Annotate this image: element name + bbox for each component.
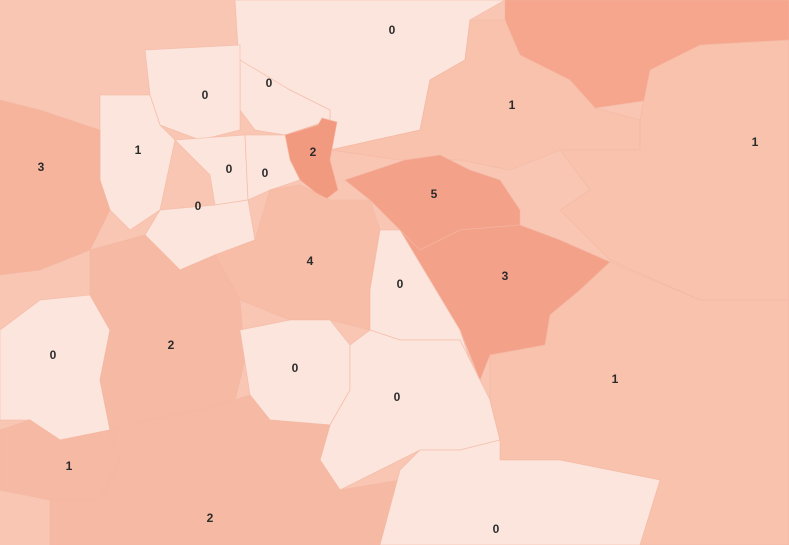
region-count-label: 4 [307,254,314,268]
region-count-label: 1 [509,98,516,112]
region-count-label: 0 [397,277,404,291]
region-count-label: 0 [50,348,57,362]
region-count-label: 0 [266,76,273,90]
region-3[interactable] [329,19,641,171]
region-count-label: 2 [310,145,317,159]
region-count-label: 2 [168,338,175,352]
region-count-label: 0 [262,166,269,180]
region-count-label: 0 [226,162,233,176]
region-count-label: 1 [612,372,619,386]
region-11[interactable] [344,154,521,251]
region-count-label: 2 [207,511,214,525]
region-1[interactable] [239,59,331,136]
region-count-label: 0 [202,88,209,102]
region-count-label: 0 [389,23,396,37]
region-count-label: 0 [195,199,202,213]
region-count-label: 5 [431,187,438,201]
region-6[interactable] [0,99,111,276]
region-4[interactable] [559,39,789,301]
region-21[interactable] [49,394,401,545]
region-count-label: 0 [493,522,500,536]
region-count-label: 3 [38,160,45,174]
region-count-label: 3 [502,269,509,283]
region-count-label: 0 [394,390,401,404]
region-count-label: 1 [752,135,759,149]
region-count-label: 0 [292,361,299,375]
region-count-label: 1 [135,143,142,157]
region-22[interactable] [379,439,661,545]
region-count-label: 1 [66,459,73,473]
